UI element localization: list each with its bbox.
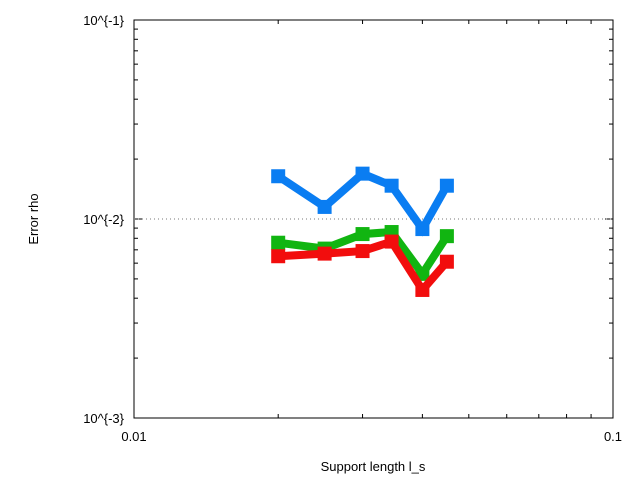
plot-frame (133, 19, 614, 419)
series-line (275, 169, 451, 237)
y-tick-label: 10^{-2} (83, 212, 124, 227)
axes (133, 19, 614, 419)
tick-labels: 0.01 0.1 10^{-3} 10^{-2} 10^{-1} (83, 13, 622, 444)
x-axis-label: Support length l_s (321, 459, 426, 474)
y-tick-label: 10^{-3} (83, 411, 124, 426)
data-point (415, 282, 430, 297)
x-tick-label: 0.1 (604, 429, 622, 444)
data-point (384, 234, 399, 249)
series-1 (271, 166, 454, 237)
data-point (384, 178, 399, 193)
data-point (271, 235, 286, 250)
y-axis-label: Error rho (26, 193, 41, 244)
tick-marks (133, 19, 614, 419)
y-tick-label: 10^{-1} (83, 13, 124, 28)
data-point (439, 254, 454, 269)
data-point (439, 229, 454, 244)
series-2 (271, 225, 454, 281)
data-point (317, 199, 332, 214)
series-group (271, 166, 454, 297)
data-point (317, 246, 332, 261)
data-point (271, 249, 286, 264)
data-point (271, 169, 286, 184)
data-point (355, 244, 370, 259)
data-point (415, 222, 430, 237)
data-point (355, 227, 370, 242)
data-point (439, 178, 454, 193)
data-point (355, 166, 370, 181)
x-tick-label: 0.01 (121, 429, 146, 444)
series-3 (271, 234, 454, 297)
